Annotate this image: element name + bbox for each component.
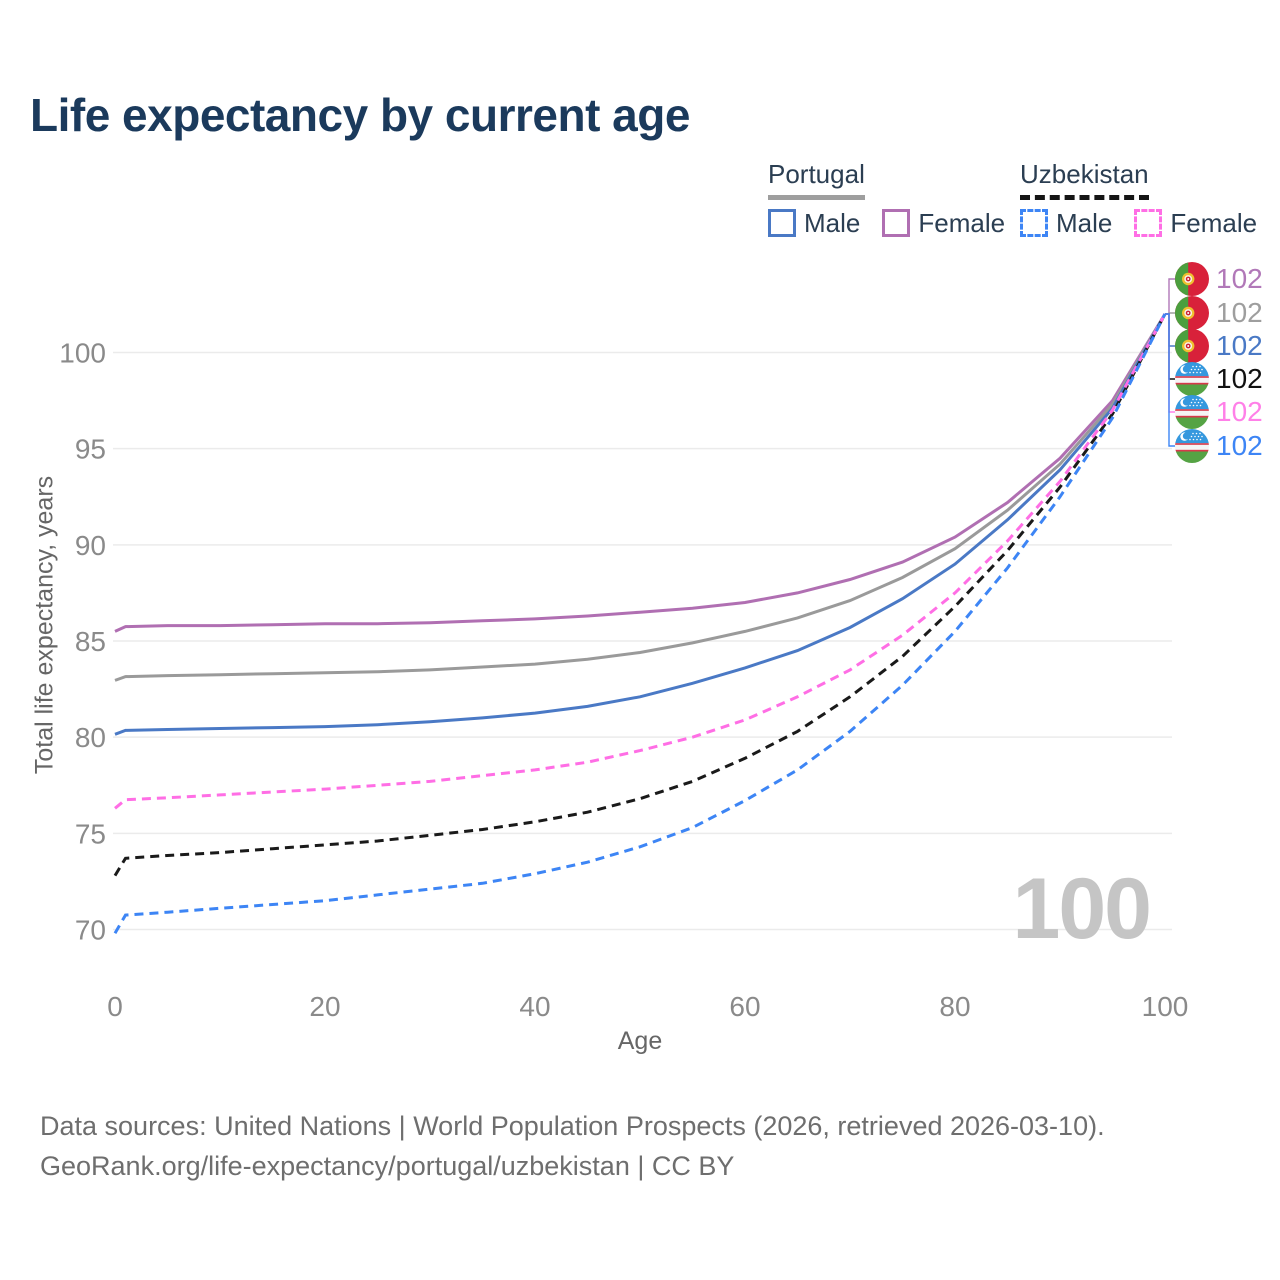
legend-uzbekistan-items: Male Female [1020, 207, 1258, 238]
y-axis-title: Total life expectancy, years [30, 475, 59, 775]
end-connector-portugal-female [1165, 278, 1175, 315]
page-title: Life expectancy by current age [30, 89, 690, 141]
y-tick-100: 100 [59, 338, 106, 369]
y-tick-75: 75 [75, 818, 106, 849]
series-line-portugal-both-sexes [114, 313, 1167, 682]
y-tick-90: 90 [75, 530, 106, 561]
series-line-uzbekistan-both-sexes [113, 313, 1167, 877]
y-tick-95: 95 [75, 434, 106, 465]
footer: Data sources: United Nations | World Pop… [40, 1106, 1105, 1186]
legend-item-uzbekistan-male[interactable]: Male [1020, 207, 1113, 238]
portugal-male-label: Male [804, 207, 861, 238]
y-tick-85: 85 [75, 626, 106, 657]
x-tick-80: 80 [939, 991, 970, 1022]
legend-item-uzbekistan-female[interactable]: Female [1134, 207, 1258, 238]
end-connector-portugal-male [1165, 313, 1175, 347]
x-tick-0: 0 [107, 991, 123, 1022]
attribution-text: GeoRank.org/life-expectancy/portugal/uzb… [40, 1151, 735, 1181]
legend-uzbekistan-label[interactable]: Uzbekistan [1020, 160, 1149, 200]
current-age-watermark: 100 [1012, 861, 1153, 957]
x-axis-title: Age [617, 1027, 663, 1055]
x-tick-20: 20 [309, 991, 340, 1022]
x-tick-60: 60 [729, 991, 760, 1022]
legend-group-portugal: Portugal Male Female [768, 160, 1005, 237]
series-line-portugal-female [114, 313, 1167, 633]
legend-group-uzbekistan: Uzbekistan Male Female [1020, 160, 1257, 237]
portugal-female-swatch-icon [882, 208, 911, 237]
portugal-female-label: Female [918, 207, 1006, 238]
x-tick-40: 40 [519, 991, 550, 1022]
series-line-portugal-male [114, 313, 1167, 736]
y-tick-80: 80 [75, 722, 106, 753]
legend-portugal-items: Male Female [768, 207, 1006, 238]
legend-item-portugal-male[interactable]: Male [768, 207, 861, 238]
y-tick-70: 70 [75, 915, 106, 946]
series-line-uzbekistan-male [113, 313, 1167, 935]
legend-item-portugal-female[interactable]: Female [882, 207, 1006, 238]
series-line-uzbekistan-female [114, 313, 1167, 810]
portugal-male-swatch-icon [768, 208, 796, 237]
uzbekistan-male-swatch-icon [1020, 208, 1048, 237]
end-connector-uzbekistan-male [1165, 313, 1175, 447]
end-connector-uzbekistan-female [1165, 313, 1175, 413]
x-tick-100: 100 [1142, 991, 1189, 1022]
uzbekistan-female-swatch-icon [1134, 208, 1163, 237]
legend-portugal-label[interactable]: Portugal [768, 160, 865, 200]
data-sources-text: Data sources: United Nations | World Pop… [40, 1111, 1105, 1141]
uzbekistan-male-label: Male [1056, 207, 1113, 238]
uzbekistan-female-label: Female [1170, 207, 1258, 238]
